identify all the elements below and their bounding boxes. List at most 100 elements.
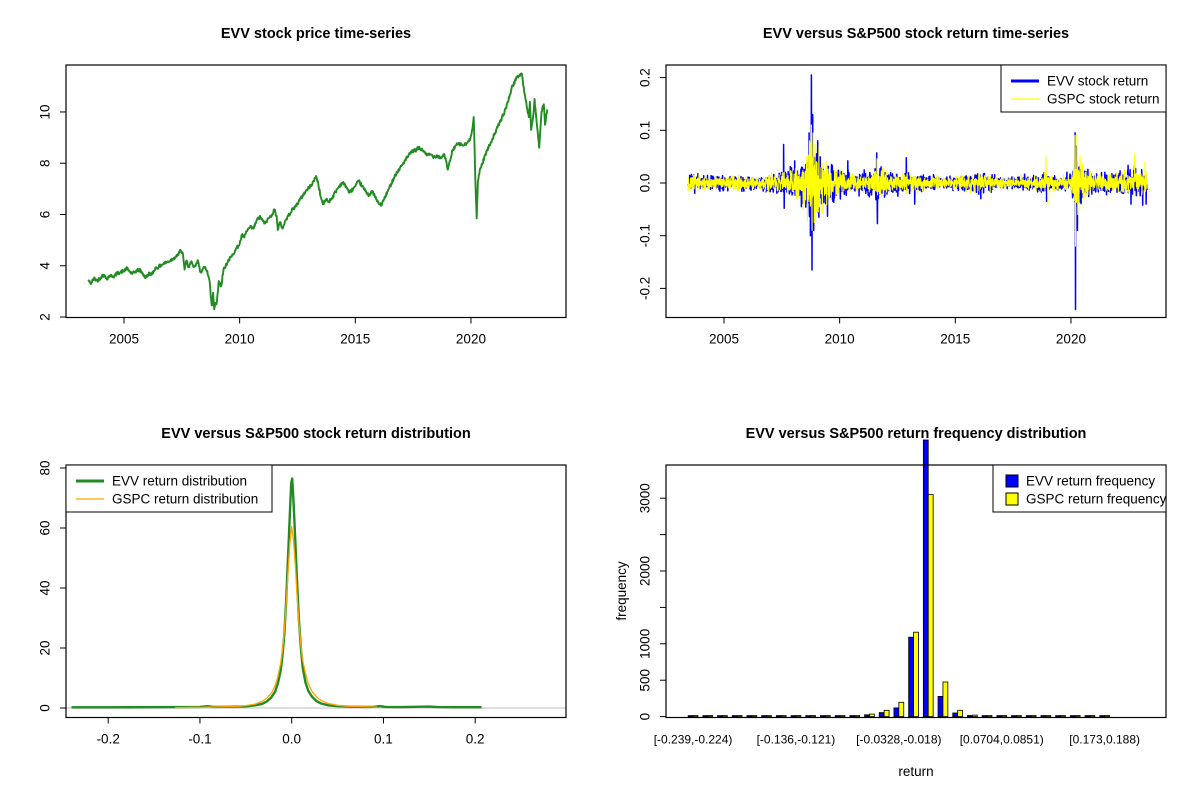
y-tick-label: 3000 bbox=[638, 483, 653, 513]
histogram-bar bbox=[687, 715, 694, 718]
y-tick-label: 2000 bbox=[638, 556, 653, 586]
histogram-bar bbox=[971, 714, 978, 718]
x-tick-label: 2010 bbox=[225, 332, 255, 347]
histogram-bar bbox=[898, 701, 905, 717]
histogram-bar bbox=[908, 636, 914, 717]
plot-frame bbox=[65, 64, 567, 319]
y-tick-label: 20 bbox=[38, 640, 53, 655]
legend-label: GSPC return frequency bbox=[1026, 492, 1167, 507]
legend-swatch bbox=[1005, 492, 1019, 506]
histogram-bar bbox=[839, 715, 846, 718]
legend-box bbox=[992, 464, 1167, 513]
histogram-bar bbox=[952, 712, 959, 717]
histogram-bar bbox=[981, 715, 988, 718]
x-tick-label: -0.1 bbox=[188, 732, 211, 747]
y-tick-label: 0.0 bbox=[638, 174, 653, 193]
histogram-bar bbox=[717, 715, 723, 718]
histogram-bar bbox=[707, 715, 714, 718]
x-tick-label: 2020 bbox=[456, 332, 486, 347]
histogram-bar bbox=[1084, 715, 1091, 718]
histogram-bar bbox=[937, 695, 944, 717]
histogram-bar bbox=[927, 494, 934, 717]
panel-return-frequency: EVV versus S&P500 return frequency distr… bbox=[600, 400, 1200, 800]
x-tick-label: 2005 bbox=[109, 332, 139, 347]
histogram-bar bbox=[986, 715, 993, 718]
bin-label: [-0.239,-0.224) bbox=[654, 733, 733, 747]
y-tick-label: 0.2 bbox=[638, 68, 653, 87]
histogram-bar bbox=[1060, 715, 1066, 718]
evv-price-chart: 2005 2010 2015 2020 2 4 6 8 10 bbox=[38, 64, 567, 347]
y-tick-label: 0 bbox=[638, 713, 653, 721]
y-tick-label: 0.1 bbox=[638, 121, 653, 140]
bin-label: [0.173,0.188) bbox=[1069, 733, 1140, 747]
return-distribution-chart: -0.2 -0.1 0.0 0.1 0.2 0 20 40 60 80 EVV return dis… bbox=[38, 460, 567, 747]
histogram-bar bbox=[1025, 715, 1032, 718]
legend-swatch bbox=[1005, 474, 1019, 488]
chart-title: EVV versus S&P500 return frequency distr… bbox=[745, 426, 1087, 442]
x-tick-label: 2020 bbox=[1056, 332, 1086, 347]
histogram-bar bbox=[1045, 715, 1052, 718]
y-tick-label: 6 bbox=[38, 211, 53, 219]
histogram-bar bbox=[751, 715, 758, 718]
histogram-bar bbox=[996, 715, 1003, 718]
histogram-bar bbox=[780, 715, 787, 718]
evv-density-line bbox=[71, 477, 482, 709]
histogram-bar bbox=[922, 439, 929, 718]
histogram-bar bbox=[766, 715, 772, 718]
y-tick-label: 60 bbox=[38, 520, 53, 535]
y-tick-label: 2 bbox=[38, 313, 53, 321]
x-tick-label: 2015 bbox=[940, 332, 970, 347]
chart-title: EVV versus S&P500 stock return distribut… bbox=[161, 426, 471, 442]
histogram-bar bbox=[1016, 715, 1022, 718]
legend-label: GSPC stock return bbox=[1047, 92, 1160, 107]
histogram-bar bbox=[1030, 715, 1037, 718]
chart-title: EVV stock price time-series bbox=[220, 26, 412, 42]
histogram-bar bbox=[883, 709, 890, 717]
histogram-bar bbox=[795, 715, 802, 718]
histogram-bar bbox=[1089, 715, 1096, 718]
panel-evv-price: EVV stock price time-series 2005 2010 2015… bbox=[0, 0, 600, 400]
histogram-bar bbox=[1040, 715, 1047, 718]
x-tick-label: 0.2 bbox=[466, 732, 485, 747]
histogram-bar bbox=[854, 715, 861, 718]
histogram-bar bbox=[864, 714, 870, 717]
x-tick-label: 2015 bbox=[340, 332, 370, 347]
return-timeseries-chart: 2005 2010 2015 2020 0.2 0.1 0.0 -0.1 -0.2 EVV sto… bbox=[638, 64, 1167, 347]
legend-box bbox=[1000, 64, 1167, 113]
x-axis-label: return bbox=[898, 764, 934, 779]
histogram-bar bbox=[731, 715, 738, 718]
histogram-bar bbox=[692, 715, 699, 718]
histogram-bar bbox=[722, 715, 728, 718]
x-tick-label: 2010 bbox=[825, 332, 855, 347]
return-series-line bbox=[687, 124, 1148, 247]
y-tick-label: 40 bbox=[38, 580, 53, 595]
histogram-bar bbox=[775, 715, 782, 718]
price-series-line bbox=[87, 72, 549, 311]
histogram-bar bbox=[967, 715, 973, 718]
x-tick-label: 0.1 bbox=[374, 732, 393, 747]
y-tick-label: 10 bbox=[38, 104, 53, 119]
histogram-bar bbox=[1104, 715, 1110, 718]
y-tick-label: 8 bbox=[38, 159, 53, 167]
legend-box bbox=[65, 464, 273, 513]
histogram-bar bbox=[1069, 715, 1076, 718]
plot-frame bbox=[65, 464, 567, 719]
histogram-bar bbox=[1001, 715, 1008, 718]
y-tick-label: 1000 bbox=[638, 629, 653, 659]
histogram-bar bbox=[878, 712, 885, 718]
y-tick-label: -0.2 bbox=[638, 277, 653, 300]
histogram-bar bbox=[820, 715, 826, 718]
histogram-bar bbox=[810, 715, 816, 718]
histogram-bar bbox=[942, 681, 949, 717]
bin-label: [0.0704,0.0851) bbox=[960, 733, 1044, 747]
bin-label: [-0.0328,-0.018) bbox=[856, 733, 941, 747]
histogram-bar bbox=[957, 709, 963, 717]
chart-title: EVV versus S&P500 stock return time-seri… bbox=[762, 26, 1070, 42]
histogram-bar bbox=[824, 715, 831, 718]
x-tick-label: -0.2 bbox=[97, 732, 120, 747]
histogram-bar bbox=[893, 707, 900, 717]
histogram-bar bbox=[1055, 715, 1061, 718]
legend-label: GSPC return distribution bbox=[112, 492, 258, 507]
y-tick-label: 0 bbox=[38, 704, 53, 712]
